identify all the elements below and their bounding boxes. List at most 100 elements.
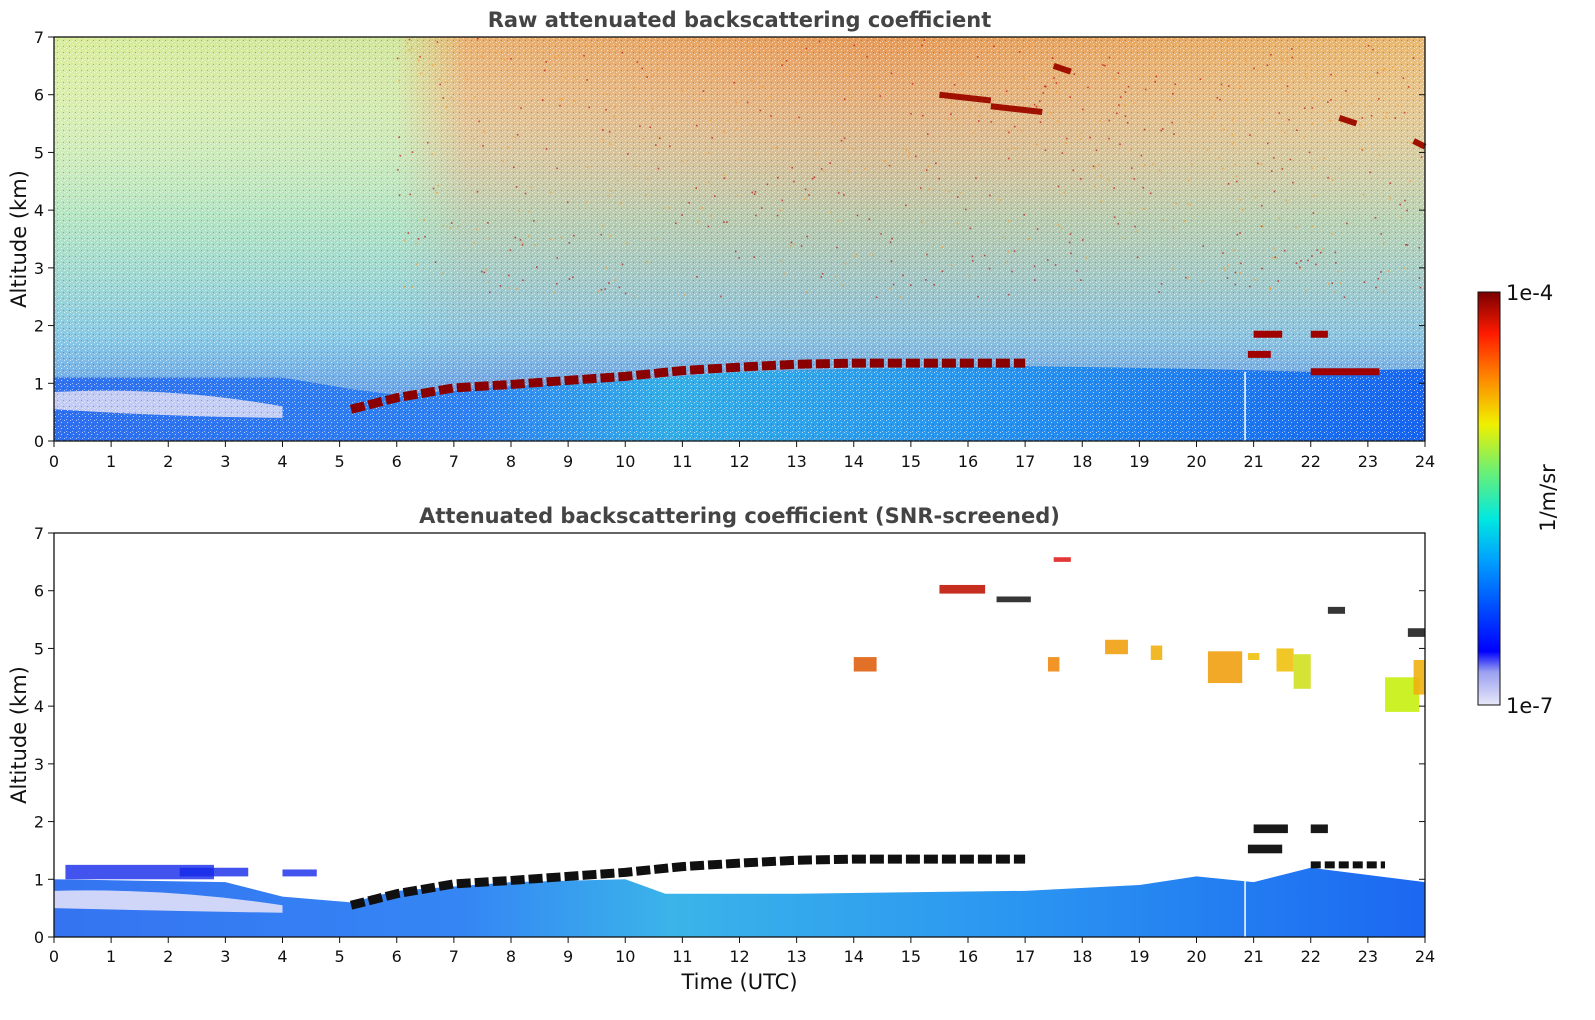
noise-dot [445, 106, 448, 108]
noise-dot [889, 287, 892, 289]
noise-dot [482, 145, 484, 147]
noise-dot [536, 266, 538, 268]
x-tick-label: 3 [220, 452, 230, 471]
chart-title: Raw attenuated backscattering coefficien… [488, 8, 992, 32]
noise-dot [1284, 131, 1286, 134]
noise-dot [1273, 157, 1275, 159]
y-tick-label: 4 [34, 697, 44, 716]
x-tick-label: 4 [277, 947, 287, 966]
noise-dot [1339, 106, 1342, 109]
noise-dot [474, 95, 476, 98]
noise-dot [1234, 283, 1237, 286]
noise-dot [411, 286, 414, 288]
plot-background [54, 533, 1425, 937]
noise-dot [1269, 287, 1272, 289]
noise-dot [621, 51, 624, 54]
noise-dot [1136, 256, 1139, 259]
surface-band [54, 890, 283, 913]
noise-dot [621, 263, 624, 266]
noise-dot [954, 118, 957, 121]
noise-dot [779, 61, 781, 63]
noise-dot [854, 255, 856, 258]
noise-dot [1218, 156, 1220, 159]
noise-dot [905, 149, 908, 151]
noise-dot [438, 78, 441, 81]
noise-dot [843, 98, 846, 100]
x-tick-label: 18 [1072, 947, 1092, 966]
noise-dot [1127, 85, 1130, 88]
noise-dot [709, 119, 712, 122]
y-axis-label: Altitude (km) [7, 666, 31, 804]
noise-dot [1277, 280, 1279, 282]
noise-dot [1020, 129, 1022, 132]
noise-dot [708, 181, 710, 183]
noise-dot [1220, 124, 1222, 127]
noise-dot [1172, 92, 1174, 95]
noise-dot [1038, 100, 1041, 103]
x-tick-label: 20 [1186, 947, 1206, 966]
noise-dot [1260, 225, 1263, 228]
x-tick-label: 21 [1243, 452, 1263, 471]
noise-dot [1057, 223, 1060, 226]
noise-dot [426, 141, 429, 144]
noise-dot [1126, 121, 1129, 124]
noise-dot [1185, 276, 1187, 279]
noise-dot [1269, 288, 1272, 290]
x-tick-label: 15 [901, 452, 921, 471]
noise-dot [1155, 75, 1158, 78]
y-tick-label: 3 [34, 259, 44, 278]
noise-dot [572, 276, 574, 279]
x-tick-label: 22 [1301, 947, 1321, 966]
noise-dot [654, 144, 657, 146]
noise-dot [1403, 267, 1406, 270]
noise-dot [1369, 171, 1371, 174]
noise-dot [1383, 68, 1386, 70]
noise-dot [417, 238, 420, 240]
noise-dot [457, 225, 459, 228]
noise-dot [586, 166, 589, 169]
noise-dot [515, 287, 518, 290]
noise-dot [1420, 156, 1423, 158]
noise-dot [633, 86, 635, 89]
noise-dot [1002, 236, 1005, 239]
noise-dot [1068, 241, 1071, 244]
noise-dot [510, 84, 512, 86]
noise-dot [1389, 197, 1392, 200]
noise-dot [1069, 96, 1072, 98]
noise-dot [921, 221, 923, 224]
noise-dot [585, 201, 587, 204]
cloud-fragment [1105, 639, 1128, 655]
noise-dot [1135, 230, 1137, 233]
noise-dot [938, 177, 941, 180]
noise-dot [636, 61, 639, 63]
noise-dot [713, 74, 715, 76]
noise-dot [976, 56, 979, 58]
noise-dot [1035, 105, 1038, 108]
noise-dot [1082, 108, 1084, 111]
noise-dot [1055, 82, 1058, 84]
noise-dot [1391, 66, 1394, 69]
noise-dot [1213, 112, 1215, 115]
noise-dot [843, 194, 845, 196]
noise-dot [1116, 112, 1118, 115]
cloud-fragment [939, 584, 986, 594]
noise-dot [1274, 256, 1276, 259]
noise-dot [899, 295, 902, 298]
noise-dot [398, 136, 400, 139]
noise-dot [1227, 85, 1230, 87]
noise-dot [1037, 63, 1039, 66]
noise-dot [777, 176, 779, 179]
cloud-fragment [1413, 659, 1425, 695]
x-tick-label: 1 [106, 452, 116, 471]
noise-dot [1173, 133, 1175, 135]
x-tick-label: 7 [449, 947, 459, 966]
noise-dot [583, 54, 585, 57]
x-tick-label: 11 [672, 947, 692, 966]
noise-dot [410, 47, 413, 50]
noise-dot [1278, 112, 1281, 114]
noise-dot [1085, 257, 1087, 259]
noise-dot [431, 153, 434, 156]
noise-dot [1155, 48, 1158, 51]
noise-dot [1311, 107, 1314, 109]
